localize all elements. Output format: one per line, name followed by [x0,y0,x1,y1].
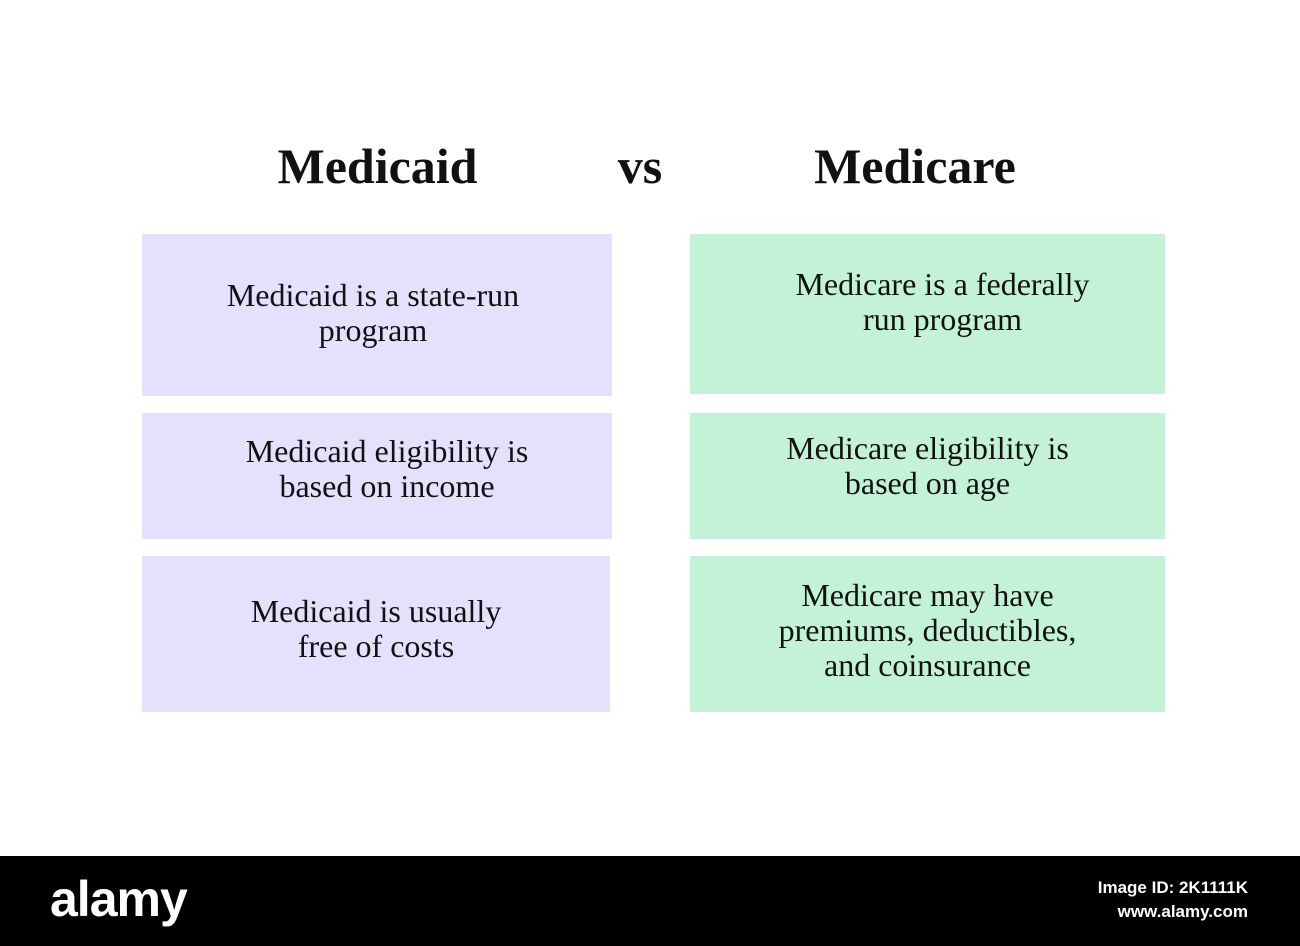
watermark-footer-bar: alamy Image ID: 2K1111K www.alamy.com [0,856,1300,946]
medicaid-heading: Medicaid [277,138,478,194]
medicaid-box-program: Medicaid is a state-run program [142,234,612,396]
medicaid-program-text: Medicaid is a state-run program [226,277,520,348]
medicaid-costs-text: Medicaid is usually free of costs [250,593,502,664]
medicare-heading: Medicare [814,138,1016,194]
medicare-program-text: Medicare is a federally run program [795,266,1090,337]
medicare-box-eligibility: Medicare eligibility is based on age [690,413,1165,539]
medicaid-eligibility-text: Medicaid eligibility is based on income [245,433,529,504]
medicare-eligibility-text: Medicare eligibility is based on age [786,430,1069,501]
medicare-costs-text: Medicare may have premiums, deductibles,… [778,576,1077,683]
vs-label: vs [617,138,663,194]
medicaid-box-costs: Medicaid is usually free of costs [142,556,610,712]
medicaid-box-eligibility: Medicaid eligibility is based on income [142,413,612,539]
alamy-logo: alamy [50,871,188,927]
medicare-box-program: Medicare is a federally run program [690,234,1165,394]
image-id-block: Image ID: 2K1111K www.alamy.com [1098,876,1248,924]
medicare-box-costs: Medicare may have premiums, deductibles,… [690,556,1165,712]
image-id-text: Image ID: 2K1111K [1097,878,1248,897]
site-url-text: www.alamy.com [1117,902,1248,921]
